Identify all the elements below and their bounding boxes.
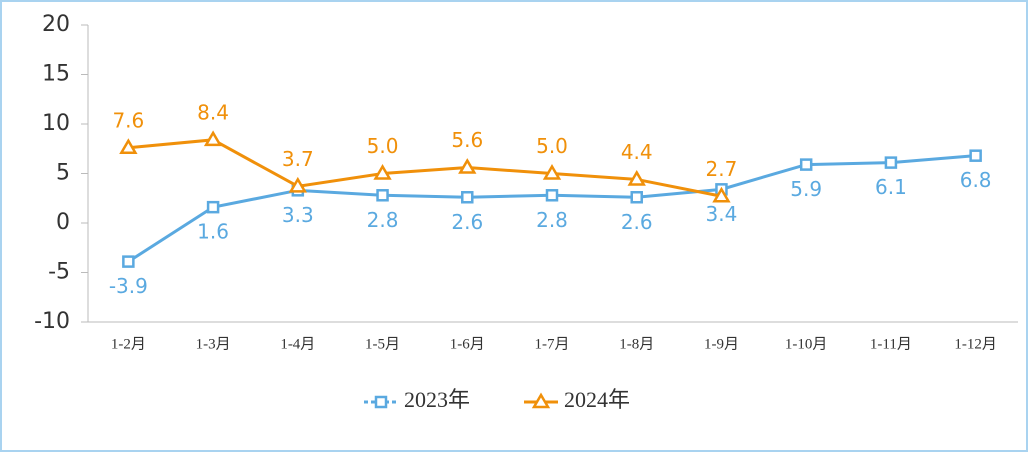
data-label: 5.9 <box>790 177 822 201</box>
x-tick-label: 1-3月 <box>196 336 231 352</box>
y-tick-label: 15 <box>42 62 70 87</box>
legend-marker <box>531 392 551 409</box>
data-label: 3.3 <box>282 203 314 227</box>
y-tick-label: 0 <box>56 210 70 235</box>
x-tick-label: 1-4月 <box>280 336 315 352</box>
data-label: 2.8 <box>367 208 399 232</box>
data-label: 2.7 <box>706 157 738 181</box>
legend-label: 2023年 <box>404 387 470 412</box>
data-point <box>542 164 562 180</box>
series-line <box>128 138 722 198</box>
data-point <box>458 158 477 174</box>
data-label: 8.4 <box>197 100 229 124</box>
data-point <box>545 189 559 202</box>
data-point <box>206 200 220 214</box>
x-tick-label: 1-11月 <box>870 336 912 352</box>
data-label: 6.1 <box>875 175 907 199</box>
x-tick-label: 1-6月 <box>450 336 485 352</box>
legend-label: 2024年 <box>564 387 630 412</box>
y-tick-label: -10 <box>34 309 70 334</box>
data-label: 3.4 <box>706 202 738 226</box>
data-point <box>373 164 392 180</box>
legend-marker <box>374 395 388 409</box>
data-label: 2.6 <box>621 210 653 234</box>
data-point <box>203 130 223 147</box>
data-point <box>630 191 643 204</box>
y-tick-label: 20 <box>42 12 70 37</box>
data-label: 1.6 <box>197 220 229 244</box>
data-label: 5.0 <box>536 134 568 158</box>
data-label: 4.4 <box>621 140 653 164</box>
data-label: 6.8 <box>960 168 992 192</box>
data-point <box>288 176 307 193</box>
x-tick-label: 1-10月 <box>785 336 828 352</box>
data-point <box>712 186 731 203</box>
data-label: -3.9 <box>109 274 148 298</box>
data-label: 2.6 <box>451 210 483 234</box>
x-tick-label: 1-2月 <box>111 336 146 352</box>
data-label: 7.6 <box>112 108 144 132</box>
data-point <box>376 189 389 202</box>
data-point <box>461 191 474 204</box>
y-tick-label: 5 <box>56 161 70 186</box>
data-label: 3.7 <box>282 147 314 171</box>
data-label: 5.6 <box>451 128 483 152</box>
x-tick-label: 1-9月 <box>704 336 739 352</box>
x-tick-label: 1-8月 <box>619 336 654 352</box>
x-tick-label: 1-12月 <box>954 336 997 352</box>
x-tick-label: 1-5月 <box>365 336 400 352</box>
data-label: 5.0 <box>367 134 399 158</box>
data-point <box>119 138 138 155</box>
data-point <box>884 156 898 169</box>
data-point <box>969 149 982 162</box>
y-tick-label: -5 <box>48 260 70 285</box>
data-point <box>799 158 813 171</box>
y-tick-label: 10 <box>42 111 70 136</box>
data-label: 2.8 <box>536 208 568 232</box>
data-point <box>122 255 135 268</box>
data-point <box>627 169 646 186</box>
x-tick-label: 1-7月 <box>535 336 570 352</box>
